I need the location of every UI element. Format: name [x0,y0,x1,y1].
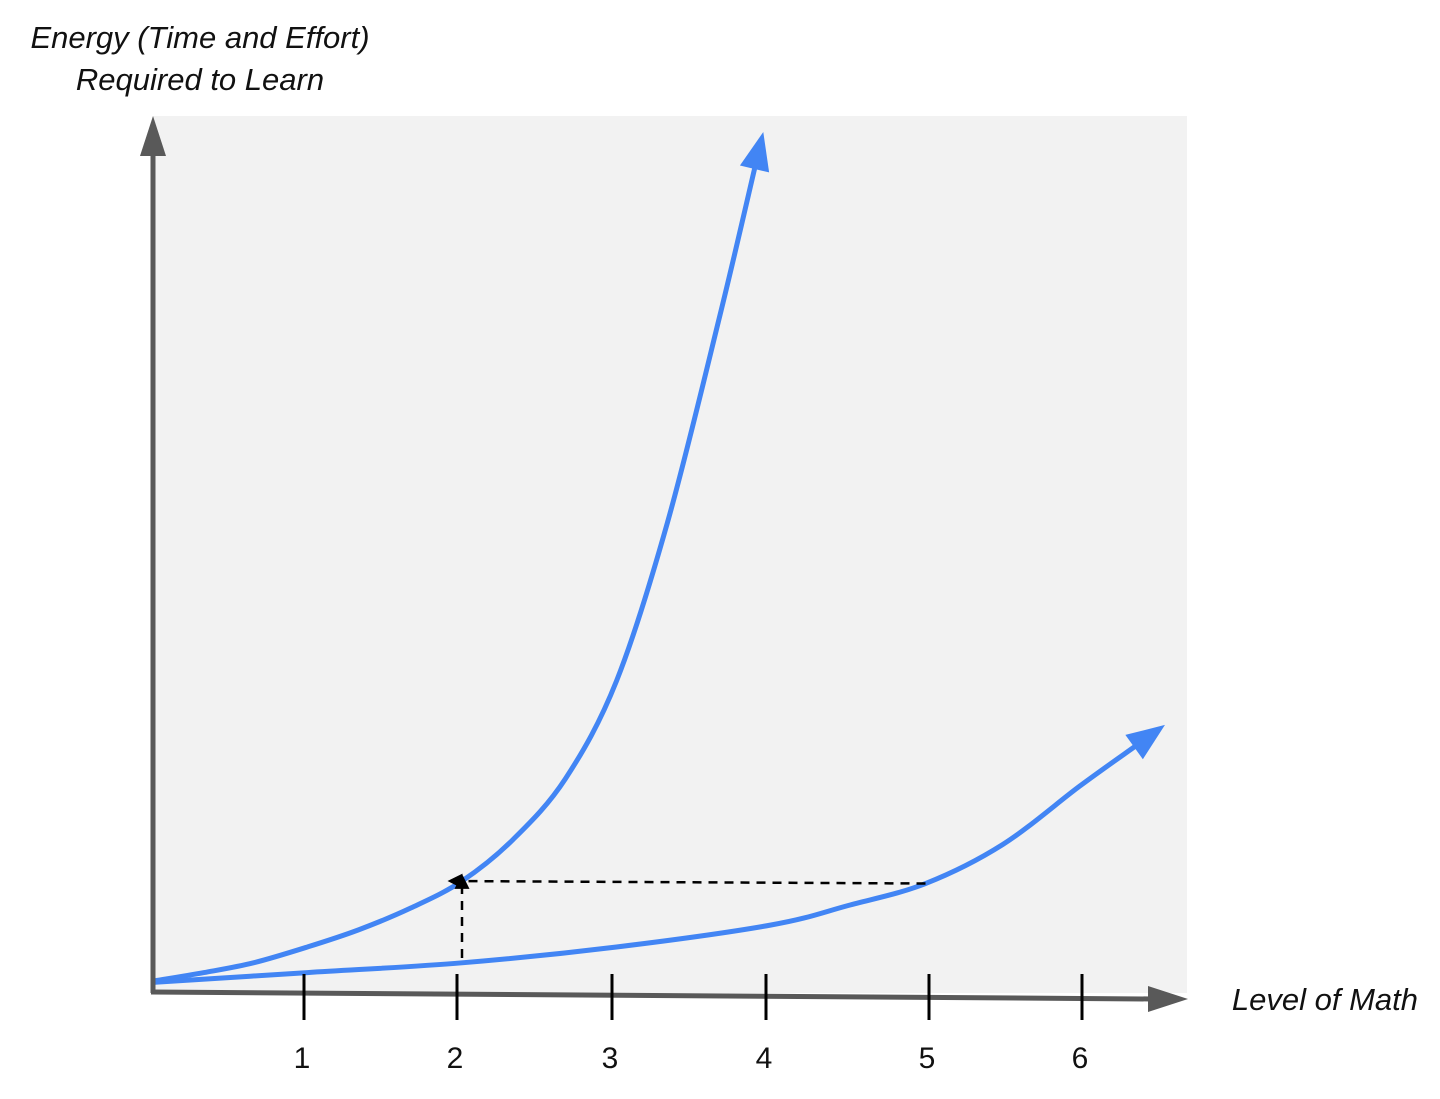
x-tick-label: 1 [294,1042,311,1075]
series-layer [150,132,1165,985]
series-line-1 [150,166,758,984]
y-axis-arrowhead [140,116,166,156]
annotation-layer [447,873,926,958]
x-tick-label: 5 [919,1042,936,1075]
series-arrowhead-1 [739,132,770,173]
axis-layer [140,116,1188,1012]
series-arrowhead-2 [1125,724,1165,760]
x-tick-label: 6 [1072,1042,1089,1075]
plot-background [153,116,1187,993]
y-axis-label-line-2: Required to Learn [76,62,324,97]
x-tick-label: 2 [447,1042,464,1075]
tick-layer: 1 2 3 4 5 6 [294,974,1089,1075]
series-line-2 [150,744,1137,985]
y-axis-label-line-1: Energy (Time and Effort) [30,20,369,55]
x-axis-label: Level of Math [1232,982,1418,1017]
x-tick-label: 3 [602,1042,619,1075]
x-axis-line [150,989,1153,1002]
x-tick-label: 4 [756,1042,773,1075]
x-axis-arrowhead [1148,986,1188,1012]
